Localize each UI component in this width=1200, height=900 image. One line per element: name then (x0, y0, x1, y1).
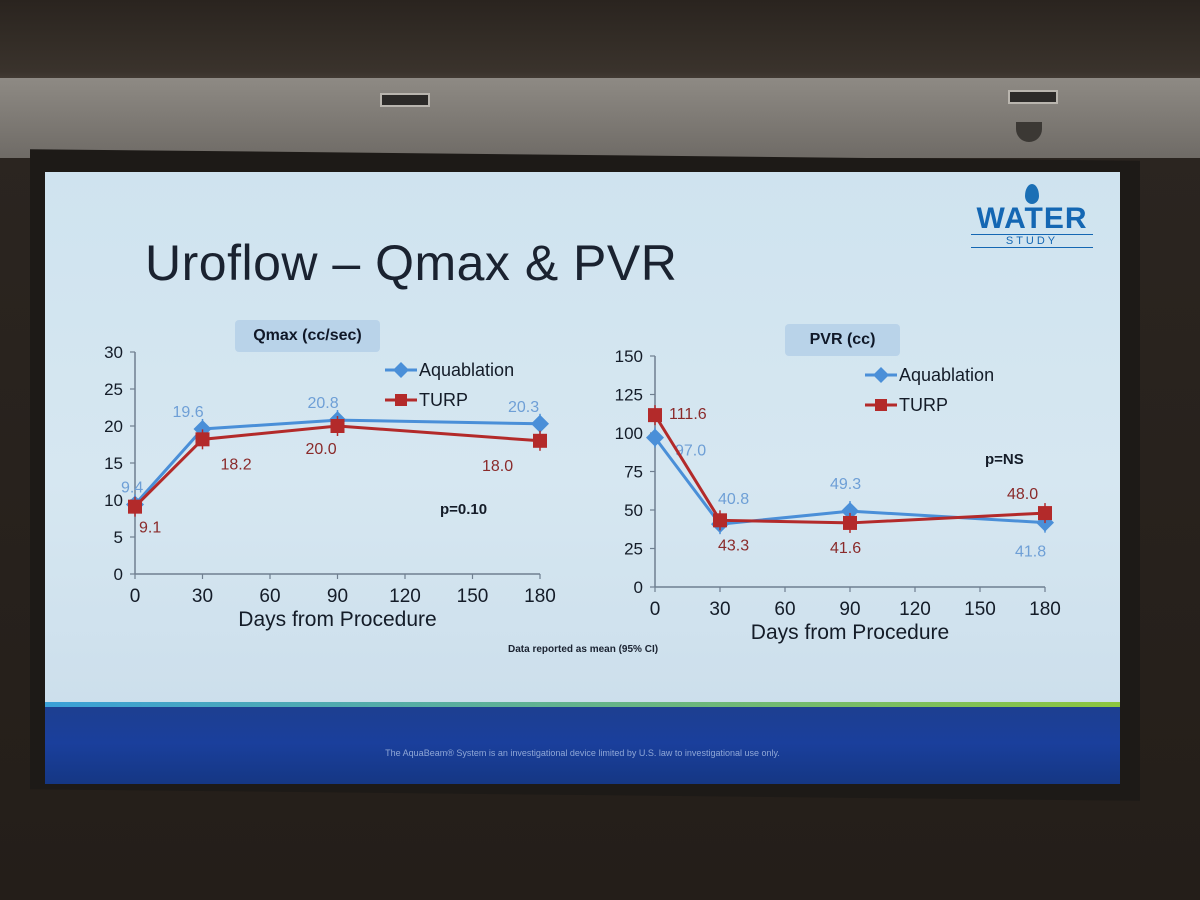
qmax-chart: 0 5 10 15 20 25 30 0 30 60 90 120 150 180 Days from Pr… (104, 343, 556, 631)
data-point-turp (128, 499, 142, 514)
data-point-aquablation (646, 428, 664, 447)
footnote: Data reported as mean (95% CI) (508, 644, 659, 655)
x-tick-label: 0 (650, 599, 661, 620)
x-tick-label: 60 (259, 586, 280, 607)
legend-label: Aquablation (419, 360, 514, 380)
ceiling-vent (380, 93, 430, 107)
y-tick-label: 25 (104, 380, 123, 399)
y-tick-label: 50 (624, 501, 643, 520)
data-label-turp: 20.0 (306, 441, 337, 458)
water-study-logo: WATER STUDY (957, 180, 1107, 270)
data-label-aquablation: 97.0 (675, 443, 706, 460)
y-tick-label: 15 (104, 454, 123, 473)
x-tick-label: 180 (1029, 599, 1061, 620)
data-label-turp: 18.0 (482, 458, 513, 475)
ceiling-vent (1008, 90, 1058, 104)
disclaimer-text: The AquaBeam® System is an investigation… (385, 748, 780, 758)
p-value-label: p=NS (985, 451, 1024, 468)
sprinkler (1016, 122, 1042, 142)
water-drop-icon (1025, 184, 1039, 204)
x-tick-label: 180 (524, 586, 556, 607)
footer-accent-line (45, 702, 1120, 707)
logo-sub-text: STUDY (971, 234, 1093, 248)
data-label-turp: 41.6 (830, 540, 861, 557)
data-point-turp (533, 433, 547, 448)
legend-marker-turp (395, 394, 407, 406)
p-value-label: p=0.10 (440, 501, 487, 518)
data-point-turp (1038, 506, 1052, 521)
data-point-turp (195, 432, 210, 447)
x-tick-label: 150 (964, 599, 996, 620)
y-tick-label: 30 (104, 343, 123, 362)
y-tick-label: 10 (104, 491, 123, 510)
series-line-turp (133, 424, 541, 508)
x-tick-label: 90 (839, 599, 860, 620)
x-tick-label: 90 (327, 586, 348, 607)
x-tick-label: 30 (192, 586, 213, 607)
data-label-aquablation: 40.8 (718, 491, 749, 508)
logo-main-text: WATER (976, 202, 1088, 235)
data-point-turp (713, 513, 727, 528)
x-axis-title: Days from Procedure (238, 608, 436, 631)
data-point-turp (648, 408, 662, 423)
x-tick-label: 150 (457, 586, 489, 607)
data-label-aquablation: 49.3 (830, 476, 861, 493)
x-tick-label: 120 (899, 599, 931, 620)
y-tick-label: 150 (615, 347, 643, 366)
y-tick-label: 0 (114, 565, 123, 584)
y-tick-label: 5 (114, 528, 123, 547)
data-label-aquablation: 20.3 (508, 399, 539, 416)
data-label-aquablation: 9.4 (121, 479, 143, 496)
data-label-turp: 111.6 (669, 406, 707, 423)
series-line-turp (653, 414, 1046, 525)
data-label-aquablation: 41.8 (1015, 544, 1046, 561)
y-tick-label: 20 (104, 417, 123, 436)
data-label-aquablation: 20.8 (308, 395, 339, 412)
slide-footer: The AquaBeam® System is an investigation… (45, 702, 1120, 784)
data-point-turp (330, 419, 345, 433)
legend-label: TURP (899, 395, 948, 415)
legend-marker-aquablation (393, 362, 409, 378)
y-tick-label: 100 (615, 424, 643, 443)
ceiling (0, 78, 1200, 158)
data-label-aquablation: 19.6 (173, 404, 204, 421)
legend-marker-turp (875, 399, 887, 411)
y-tick-label: 25 (624, 540, 643, 559)
data-point-turp (843, 515, 857, 530)
data-label-turp: 9.1 (139, 520, 161, 537)
slide: Uroflow – Qmax & PVR WATER STUDY Qmax (c… (45, 172, 1120, 784)
data-label-turp: 43.3 (718, 537, 749, 554)
pvr-chart-title: PVR (cc) (785, 324, 900, 356)
y-tick-label: 0 (634, 578, 643, 597)
legend-label: TURP (419, 390, 468, 410)
slide-title: Uroflow – Qmax & PVR (145, 235, 678, 291)
y-tick-label: 125 (615, 386, 643, 405)
x-tick-label: 60 (774, 599, 795, 620)
data-label-turp: 18.2 (221, 456, 252, 473)
pvr-chart: 0 25 50 75 100 125 150 0 30 60 90 120 150 180 Days fro… (615, 347, 1061, 644)
data-point-aquablation (841, 502, 859, 521)
data-label-turp: 48.0 (1007, 486, 1038, 503)
x-tick-label: 0 (130, 586, 141, 607)
x-axis-title: Days from Procedure (751, 621, 949, 644)
data-point-aquablation (531, 414, 549, 433)
qmax-chart-title: Qmax (cc/sec) (235, 320, 380, 352)
x-tick-label: 120 (389, 586, 421, 607)
series-line-aquablation (133, 418, 541, 506)
legend-marker-aquablation (873, 367, 889, 383)
y-tick-label: 75 (624, 463, 643, 482)
x-tick-label: 30 (709, 599, 730, 620)
legend-label: Aquablation (899, 365, 994, 385)
